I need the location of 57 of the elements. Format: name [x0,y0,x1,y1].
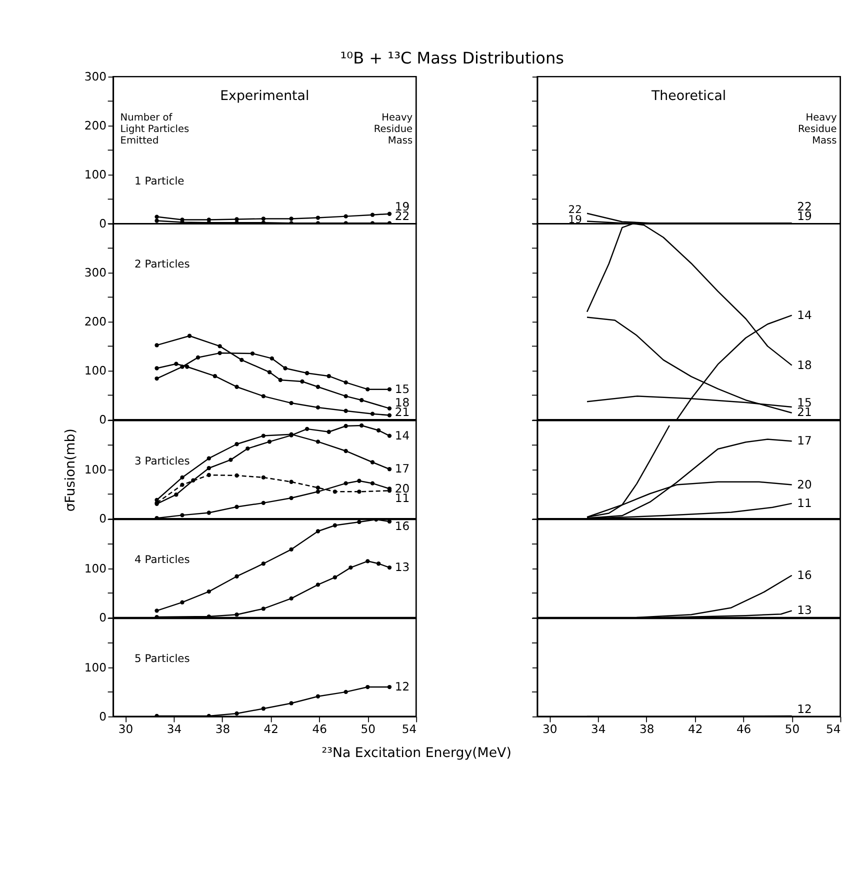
text: 14 [797,308,812,322]
x-tick-label: 38 [639,722,654,736]
annotation: Experimental [220,88,310,104]
series-label: 15 [394,382,410,396]
x-axis-title: ²³Na Excitation Energy(MeV) [322,746,512,761]
series-label: 11 [394,491,410,506]
x-tick-label: 30 [542,722,558,736]
x-tick-label: 34 [166,722,182,736]
x-tick-label: 42 [264,722,279,736]
y-tick-label: 300 [84,266,106,280]
y-tick-label: 0 [99,512,106,526]
text: ¹⁰B + ¹³C Mass Distributions [340,48,564,68]
annotation: 1 Particle [134,174,184,188]
y-tick-label: 0 [99,412,106,427]
series-label: 17 [797,434,812,448]
x-tick-label: 46 [312,722,328,736]
annotation: 4 Particles [134,553,190,566]
y-tick-label: 100 [84,660,106,674]
annotation: Number of Light Particles Emitted [120,112,190,146]
y-axis-title: σFusion(mb) [64,428,79,512]
series-label: 16 [797,568,812,582]
y-tick-label: 100 [84,168,106,182]
annotation: 3 Particles [134,454,190,468]
y-tick-label: 300 [84,70,106,84]
series-label: 17 [394,462,410,476]
x-tick-label: 46 [736,722,752,736]
y-tick-label: 200 [84,314,106,329]
x-tick-label: 54 [402,722,417,736]
annotation: 2 Particles [134,257,190,270]
y-tick-label: 100 [84,462,106,477]
y-tick-label: 200 [84,118,106,133]
series-label: 13 [797,602,812,617]
x-tick-label: 42 [688,722,703,736]
series-label: 12 [394,680,410,694]
y-tick-label: 0 [99,610,106,625]
series-label: 19 [797,209,812,224]
annotation: Theoretical [650,88,726,104]
x-tick-label: 54 [826,722,841,736]
annotation: 5 Particles [134,652,190,666]
series-label: 12 [797,702,812,716]
annotation: Heavy Residue Mass [374,112,413,146]
x-tick-label: 34 [591,722,606,736]
y-tick-label: 0 [99,709,106,724]
x-tick-label: 38 [215,722,230,736]
y-tick-label: 100 [84,364,106,378]
series-label: 16 [394,519,410,534]
series-label: 18 [797,358,812,372]
legend-label: 14 [394,428,410,442]
y-tick-label: 0 [99,216,106,231]
annotation: Heavy Residue Mass [798,112,837,146]
x-tick-label: 50 [360,722,376,736]
x-tick-label: 30 [118,722,134,736]
series-label: 11 [797,496,812,510]
series-label: 13 [394,560,410,574]
y-tick-label: 100 [84,562,106,576]
series-label: 20 [797,477,812,492]
x-tick-label: 50 [784,722,800,736]
